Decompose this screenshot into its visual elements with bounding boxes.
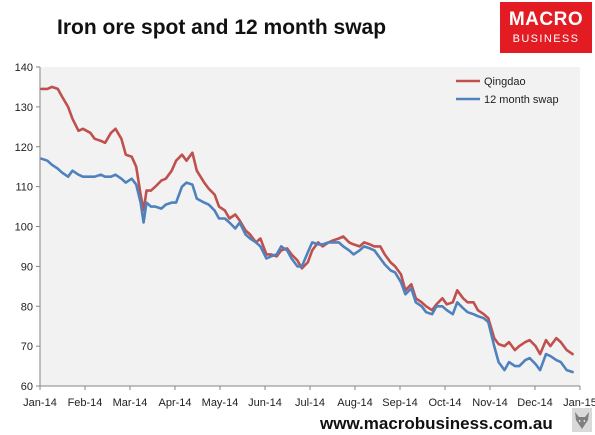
x-tick-label: Sep-14 — [382, 397, 417, 409]
y-axis: 60 70 80 90 100 110 120 130 140 — [15, 62, 41, 393]
x-tick-label: Mar-14 — [113, 397, 148, 409]
series-line-12-month-swap — [40, 157, 574, 374]
series-layer — [40, 85, 574, 374]
website-url: www.macrobusiness.com.au — [320, 414, 553, 433]
x-tick-label: May-14 — [202, 397, 239, 409]
y-tick-label: 100 — [15, 222, 33, 234]
legend: Qingdao 12 month swap — [456, 76, 559, 106]
macrobusiness-logo: MACRO BUSINESS — [500, 2, 592, 53]
y-tick-label: 130 — [15, 102, 33, 114]
chart-title: Iron ore spot and 12 month swap — [57, 16, 387, 39]
y-tick-label: 90 — [21, 261, 33, 273]
legend-label: 12 month swap — [484, 94, 559, 106]
y-tick-label: 80 — [21, 301, 33, 313]
y-tick-label: 60 — [21, 381, 33, 393]
x-tick-label: Aug-14 — [337, 397, 372, 409]
series-line-qingdao — [40, 85, 574, 356]
y-tick-label: 140 — [15, 62, 33, 74]
logo-line-business: BUSINESS — [512, 33, 580, 45]
x-tick-label: Jul-14 — [295, 397, 325, 409]
x-tick-label: Nov-14 — [472, 397, 507, 409]
legend-label: Qingdao — [484, 76, 526, 88]
y-tick-label: 120 — [15, 142, 33, 154]
wolf-icon — [572, 408, 592, 432]
x-tick-label: Jan-15 — [563, 397, 595, 409]
x-tick-label: Jan-14 — [23, 397, 57, 409]
x-tick-label: Jun-14 — [248, 397, 282, 409]
y-tick-label: 70 — [21, 341, 33, 353]
x-tick-label: Dec-14 — [517, 397, 552, 409]
logo-line-macro: MACRO — [508, 9, 584, 30]
x-tick-label: Apr-14 — [158, 397, 191, 409]
y-tick-label: 110 — [15, 182, 33, 194]
x-axis: Jan-14 Feb-14 Mar-14 Apr-14 May-14 Jun-14 Jul-… — [23, 385, 595, 409]
x-tick-label: Feb-14 — [68, 397, 103, 409]
x-tick-label: Oct-14 — [428, 397, 461, 409]
plot-area — [40, 67, 580, 386]
